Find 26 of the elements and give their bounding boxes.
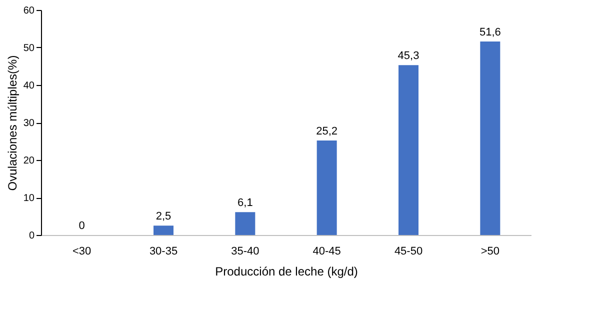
y-tick-label: 20 <box>23 156 35 166</box>
data-label: 6,1 <box>238 197 253 210</box>
bar <box>398 65 418 235</box>
bar <box>480 42 500 235</box>
y-tick-label: 40 <box>23 80 35 92</box>
data-label: 0 <box>78 220 85 232</box>
bar <box>316 140 337 235</box>
data-label: 45,3 <box>398 50 420 62</box>
x-tick-label: 35-40 <box>231 246 260 258</box>
x-tick-label: 40-45 <box>312 246 341 258</box>
data-label: 51,6 <box>479 26 501 38</box>
bar <box>235 212 256 235</box>
x-tick-label: >50 <box>480 246 500 258</box>
y-tick-label: 60 <box>23 6 35 16</box>
bar <box>154 226 174 235</box>
data-label: 2,5 <box>156 210 172 223</box>
x-tick-label: <30 <box>72 246 92 258</box>
y-axis-title: Ovulaciones múltiples(%) <box>5 55 20 191</box>
y-tick-label: 50 <box>23 43 35 54</box>
y-tick-label: 10 <box>23 193 35 204</box>
y-tick-label: 0 <box>28 230 35 242</box>
y-tick-label: 30 <box>23 118 35 129</box>
data-label: 25,2 <box>316 126 338 138</box>
x-axis-title: Producción de leche (kg/d) <box>215 264 358 278</box>
x-tick-label: 45-50 <box>394 246 423 258</box>
x-tick-label: 30-35 <box>149 246 178 258</box>
